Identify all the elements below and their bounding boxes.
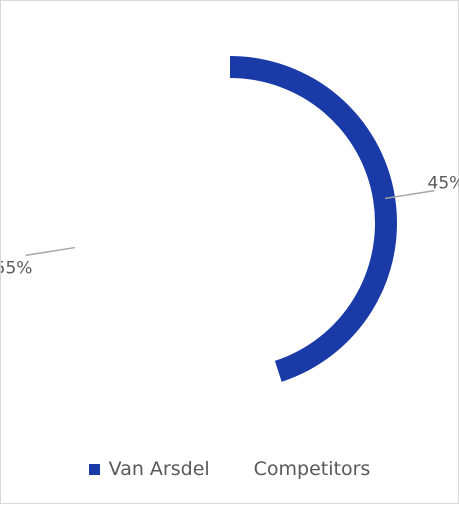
legend-swatch-van-arsdel xyxy=(88,463,100,475)
slice-van-arsdel[interactable] xyxy=(230,56,398,382)
legend-item-competitors[interactable]: Competitors xyxy=(254,458,371,480)
leader-line-competitors xyxy=(25,246,76,257)
legend-label-competitors: Competitors xyxy=(253,458,371,480)
data-label-competitors: 55% xyxy=(1,258,32,278)
legend-label-van-arsdel: Van Arsdel xyxy=(108,458,210,480)
data-label-van-arsdel: 45% xyxy=(428,174,459,194)
slice-competitors[interactable] xyxy=(63,56,282,390)
leader-line-van-arsdel xyxy=(384,189,435,200)
legend-item-van-arsdel[interactable]: Van Arsdel xyxy=(88,458,210,480)
chart-legend: Van Arsdel Competitors xyxy=(1,455,458,483)
